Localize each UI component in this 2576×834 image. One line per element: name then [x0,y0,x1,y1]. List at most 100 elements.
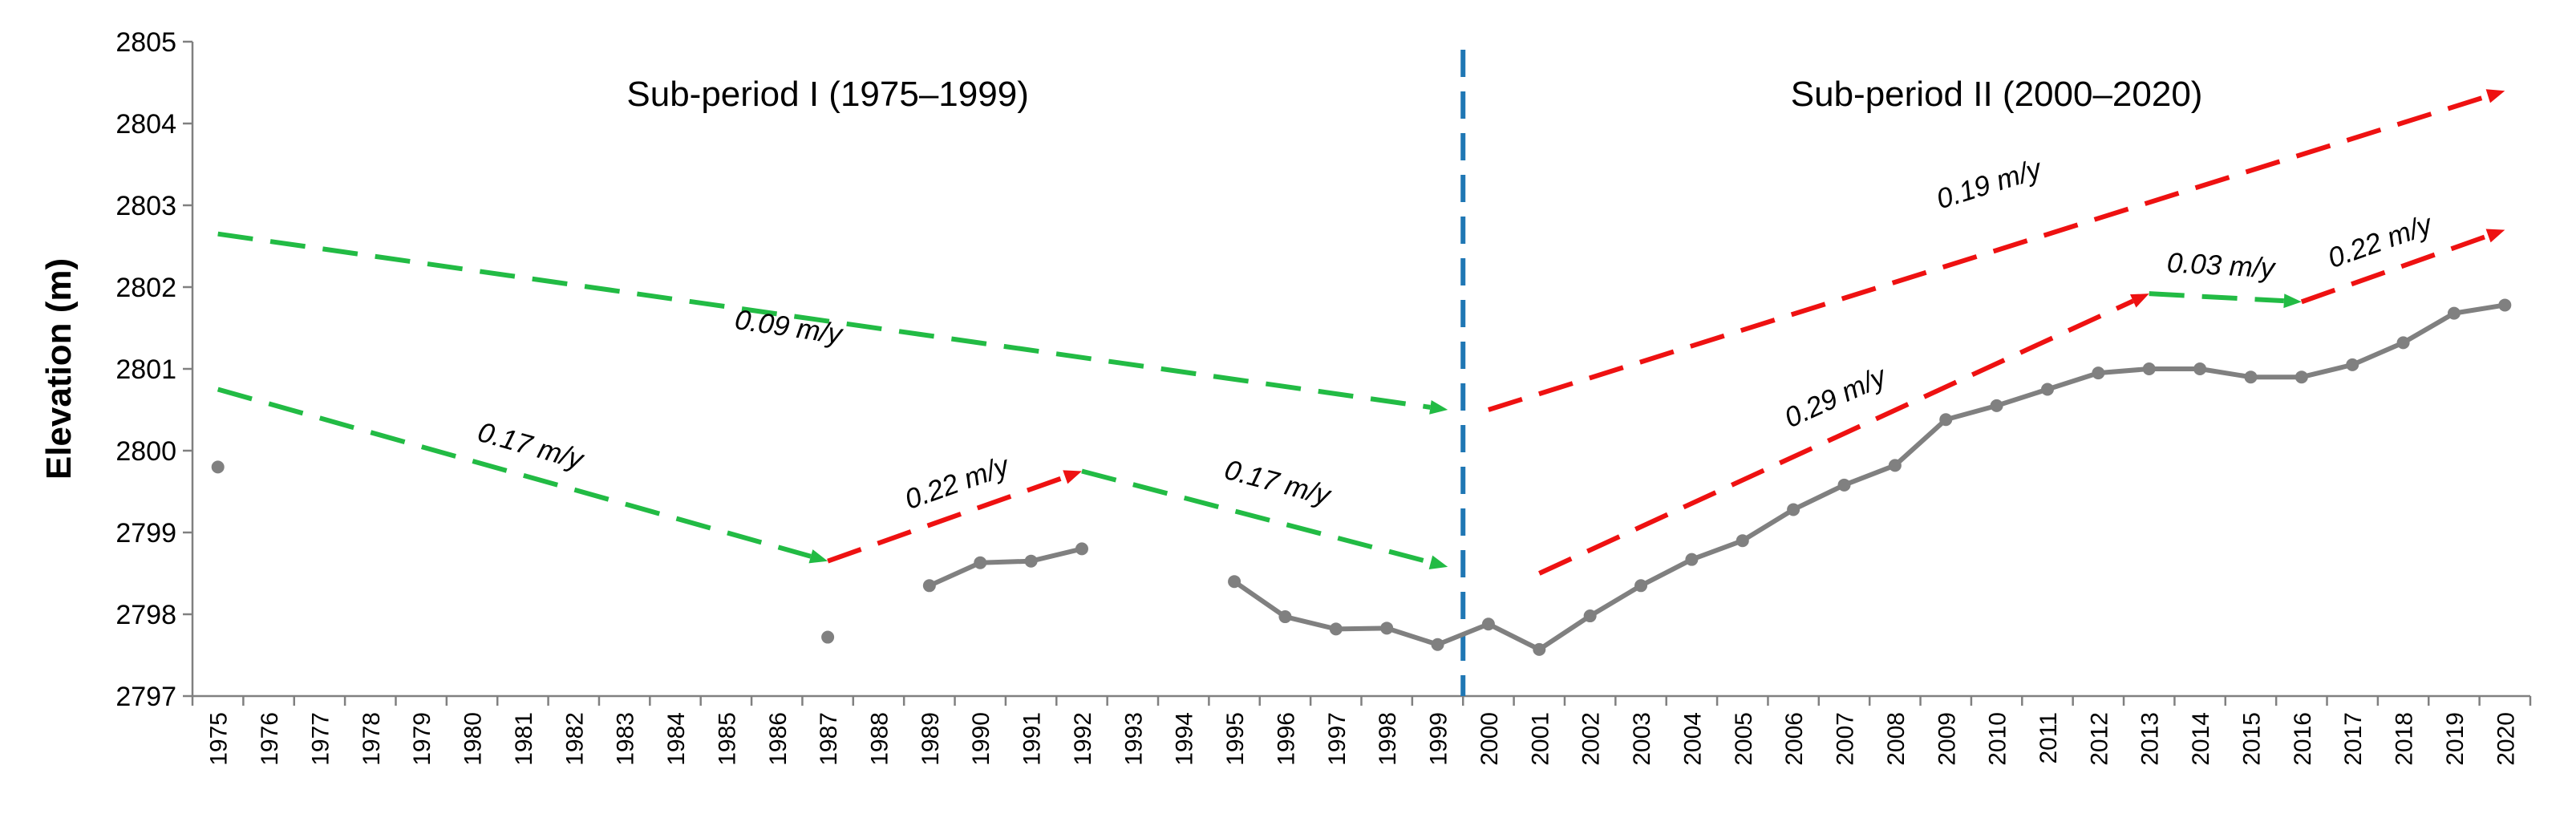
x-tick-label: 2018 [2392,712,2418,766]
x-tick-label: 1986 [765,712,792,766]
trend-arrowhead [1428,555,1448,569]
data-point [1380,621,1394,635]
trend-arrowhead [808,549,828,564]
x-tick-label: 1995 [1222,712,1249,766]
x-tick-label: 2013 [2137,712,2164,766]
data-point [1990,399,2003,412]
trend-arrowhead [2485,229,2505,243]
trend-rate-label: 0.19 m/y [1933,152,2047,215]
trend-line [1081,468,1432,565]
data-point [2346,358,2359,371]
x-tick-label: 2014 [2188,712,2214,766]
trend-line [217,231,1431,410]
data-point [1533,642,1546,656]
x-tick-label: 2002 [1578,712,1605,766]
data-point [1481,617,1495,631]
trend-rate-label: 0.09 m/y [733,304,846,350]
data-point [1634,579,1648,593]
x-tick-label: 1977 [307,712,334,766]
data-point [2244,370,2258,384]
data-point [1024,554,1038,568]
trends-layer [217,89,2505,576]
trend-arrowhead [1063,470,1082,484]
trend-rate-label: 0.22 m/y [901,450,1015,516]
y-tick-label: 2804 [115,109,176,140]
x-tick-label: 1994 [1172,712,1198,766]
x-tick-label: 2004 [1679,712,1706,766]
x-tick-label: 1984 [663,712,690,766]
data-point [2193,362,2207,375]
trend-line [827,475,1067,564]
x-tick-label: 2019 [2442,712,2469,766]
data-point [1736,534,1749,548]
data-point [1787,503,1800,516]
trend-arrowhead [2129,294,2149,308]
trend-line [1538,298,2134,576]
trend-line [2300,233,2489,305]
trend-rate-label: 0.17 m/y [1221,454,1335,512]
x-tick-label: 2001 [1527,712,1553,766]
data-point [211,460,225,474]
x-tick-label: 1983 [613,712,639,766]
x-tick-label: 1999 [1426,712,1452,766]
data-point [1583,609,1597,623]
x-tick-label: 2003 [1629,712,1655,766]
x-tick-label: 1992 [1070,712,1096,766]
x-tick-label: 2000 [1476,712,1503,766]
data-point [922,579,936,593]
trend-rate-label: 0.03 m/y [2166,247,2278,284]
x-tick-label: 2009 [1934,712,1960,766]
trend-arrowhead [2485,89,2505,103]
y-tick-label: 2801 [115,354,176,385]
x-tick-label: 2011 [2035,712,2062,764]
x-tick-label: 1996 [1273,712,1299,766]
trend-rate-label: 0.29 m/y [1780,360,1893,434]
x-tick-label: 1978 [358,712,385,766]
x-tick-label: 1990 [968,712,994,766]
data-point [974,556,987,569]
period-label: Sub-period I (1975–1999) [626,75,1028,114]
y-tick-label: 2803 [115,191,176,221]
y-tick-label: 2798 [115,600,176,630]
data-point [821,630,835,644]
x-tick-label: 2008 [1883,712,1910,766]
data-point [2396,336,2410,350]
x-tick-label: 1989 [917,712,944,766]
data-point [1888,459,1902,472]
x-tick-label: 2006 [1781,712,1808,766]
data-point [1228,575,1241,589]
trend-arrowhead [1429,399,1448,415]
series-line-segment [928,546,1083,589]
y-tick-label: 2802 [115,273,176,303]
x-tick-label: 1985 [714,712,740,766]
x-tick-label: 1988 [866,712,893,766]
period-label: Sub-period II (2000–2020) [1791,75,2203,114]
data-point [1431,638,1444,651]
x-tick-label: 2012 [2086,712,2112,766]
trend-arrowhead [2283,294,2302,309]
trend-line [1488,93,2489,412]
series-line-segment [1233,302,2505,652]
x-tick-label: 2016 [2290,712,2316,766]
x-tick-label: 1991 [1019,712,1046,766]
x-tick-label: 1998 [1375,712,1401,766]
series-layer [211,298,2512,656]
x-tick-label: 1982 [561,712,588,766]
x-tick-label: 1975 [206,712,233,766]
data-point [2447,306,2461,320]
x-tick-label: 1997 [1324,712,1351,766]
data-point [2142,362,2156,375]
trend-line [217,387,812,559]
x-tick-label: 1993 [1120,712,1147,766]
x-tick-label: 2015 [2238,712,2265,766]
x-tick-label: 2005 [1731,712,1757,766]
data-point [1939,413,1953,427]
data-point [1685,553,1699,566]
y-tick-label: 2805 [115,27,176,58]
data-point [1837,478,1851,492]
data-point [1329,622,1343,636]
y-tick-label: 2797 [115,682,176,712]
x-tick-label: 2010 [1985,712,2011,766]
